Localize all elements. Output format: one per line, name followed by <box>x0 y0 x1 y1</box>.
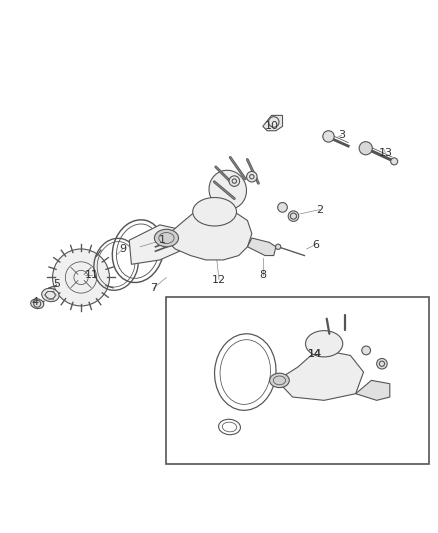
Circle shape <box>229 176 240 187</box>
Text: 14: 14 <box>308 349 322 359</box>
Text: 4: 4 <box>32 296 39 306</box>
Text: 1: 1 <box>159 235 166 245</box>
Text: 13: 13 <box>378 148 392 158</box>
Text: 6: 6 <box>312 240 319 249</box>
Text: 2: 2 <box>316 205 323 215</box>
Polygon shape <box>166 207 252 260</box>
Ellipse shape <box>154 229 178 247</box>
Circle shape <box>377 359 387 369</box>
Text: 9: 9 <box>119 244 126 254</box>
Text: 10: 10 <box>265 122 279 131</box>
Ellipse shape <box>31 299 44 309</box>
Text: 11: 11 <box>85 270 99 280</box>
Polygon shape <box>247 238 276 255</box>
Circle shape <box>53 249 110 306</box>
Polygon shape <box>129 225 180 264</box>
Circle shape <box>362 346 371 355</box>
Text: 12: 12 <box>212 274 226 285</box>
Ellipse shape <box>305 330 343 357</box>
Text: 7: 7 <box>150 284 157 293</box>
Bar <box>166 297 429 464</box>
Polygon shape <box>263 115 283 131</box>
Circle shape <box>323 131 334 142</box>
Circle shape <box>276 244 281 249</box>
Text: 5: 5 <box>53 279 60 289</box>
Ellipse shape <box>269 373 290 387</box>
Ellipse shape <box>193 198 237 226</box>
Polygon shape <box>356 381 390 400</box>
Ellipse shape <box>42 288 59 302</box>
Circle shape <box>391 158 398 165</box>
Text: 3: 3 <box>338 130 345 140</box>
Circle shape <box>288 211 299 221</box>
Circle shape <box>278 203 287 212</box>
Circle shape <box>359 142 372 155</box>
Polygon shape <box>277 350 364 400</box>
Text: 8: 8 <box>259 270 266 280</box>
Text: 14: 14 <box>308 349 322 359</box>
Ellipse shape <box>209 170 247 209</box>
Circle shape <box>247 172 257 182</box>
